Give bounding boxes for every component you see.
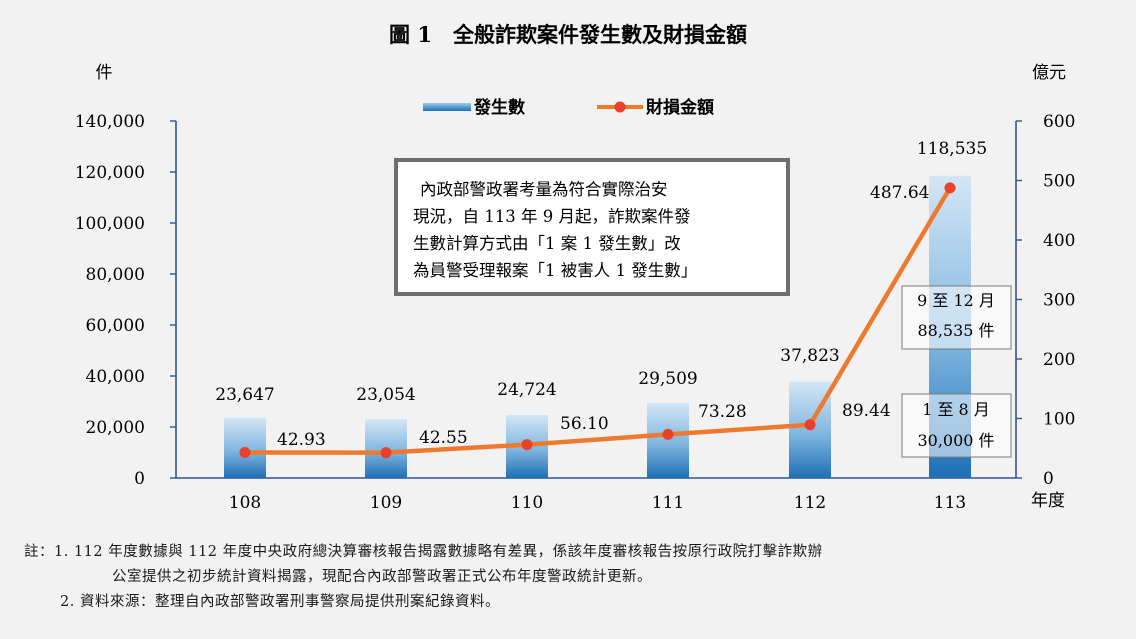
bar-data-label: 23,647 xyxy=(215,385,274,405)
bar-data-label: 24,724 xyxy=(497,380,556,400)
x-tick-label: 112 xyxy=(794,493,826,513)
footnote-1-continued: 公室提供之初步統計資料揭露，現配合內政部警政署正式公布年度警政統計更新。 xyxy=(112,569,652,585)
x-tick-label: 111 xyxy=(652,493,684,513)
bar-data-label: 118,535 xyxy=(917,139,987,159)
bar xyxy=(647,402,689,478)
line-marker xyxy=(239,446,251,458)
line-data-label: 73.28 xyxy=(698,402,747,422)
annotation-frame xyxy=(394,158,790,296)
annotation-line: 內政部警政署考量為符合實際治安 xyxy=(420,180,668,199)
right-tick-label: 600 xyxy=(1043,112,1075,132)
line-marker xyxy=(804,419,816,431)
right-tick-label: 300 xyxy=(1043,291,1075,311)
bar-data-label: 37,823 xyxy=(780,346,839,366)
line-data-label: 42.55 xyxy=(419,428,468,448)
line-data-label: 42.93 xyxy=(277,430,326,450)
line-path xyxy=(244,186,952,455)
line-data-label: 56.10 xyxy=(560,414,609,434)
bar-data-label: 29,509 xyxy=(638,369,697,389)
legend-bar-swatch xyxy=(423,103,471,111)
chart-svg: 圖 1 全般詐欺案件發生數及財損金額 件 億元 發生數 財損金額 0 20,000… xyxy=(75,22,1076,513)
chart-title: 圖 1 全般詐欺案件發生數及財損金額 xyxy=(389,22,747,47)
axes: 0 20,000 40,000 60,000 80,000 100,000 120,000 1… xyxy=(75,112,1076,513)
right-tick-label: 0 xyxy=(1043,469,1054,489)
right-tick-label: 100 xyxy=(1043,410,1075,430)
annotation-box: 內政部警政署考量為符合實際治安 現況，自 113 年 9 月起，詐欺案件發 生數… xyxy=(394,158,790,296)
line-marker xyxy=(380,447,392,459)
line-data-label: 487.64 xyxy=(870,183,929,203)
x-tick-label: 109 xyxy=(370,493,402,513)
right-axis-unit: 億元 xyxy=(1032,63,1066,83)
x-tick-label: 110 xyxy=(511,493,543,513)
line-marker xyxy=(521,439,533,451)
split-box-lower xyxy=(901,393,1012,458)
footnote-2: 2. 資料來源：整理自內政部警政署刑事警察局提供刑案紀錄資料。 xyxy=(60,594,500,610)
right-tick-label: 400 xyxy=(1043,231,1075,251)
split-annotation-lower: 1 至 8 月 30,000 件 xyxy=(901,393,1012,458)
annotation-line: 生數計算方式由「1 案 1 發生數」改 xyxy=(413,234,681,253)
split-upper-count: 88,535 件 xyxy=(917,321,994,340)
left-tick-label: 60,000 xyxy=(86,316,145,336)
left-tick-label: 0 xyxy=(134,469,145,489)
left-tick-label: 120,000 xyxy=(75,163,145,183)
legend-line-marker xyxy=(614,101,626,113)
right-tick-label: 500 xyxy=(1043,172,1075,192)
line-data-label: 89.44 xyxy=(842,401,891,421)
legend: 發生數 財損金額 xyxy=(423,97,714,118)
left-tick-label: 20,000 xyxy=(86,418,145,438)
line-series: 42.93 42.55 56.10 73.28 89.44 487.64 xyxy=(239,182,956,459)
split-upper-period: 9 至 12 月 xyxy=(917,291,995,310)
annotation-line: 為員警受理報案「1 被害人 1 發生數」 xyxy=(413,261,697,280)
bar-data-label: 23,054 xyxy=(356,385,415,405)
split-lower-period: 1 至 8 月 xyxy=(922,400,990,419)
line-marker xyxy=(662,428,674,440)
left-tick-label: 80,000 xyxy=(86,265,145,285)
legend-bar-label: 發生數 xyxy=(473,97,525,118)
left-tick-label: 140,000 xyxy=(75,112,145,132)
legend-line-label: 財損金額 xyxy=(645,97,714,118)
split-lower-count: 30,000 件 xyxy=(917,431,994,450)
line-marker xyxy=(944,182,956,194)
split-annotation-upper: 9 至 12 月 88,535 件 xyxy=(901,285,1012,350)
footnote-1: 註：1. 112 年度數據與 112 年度中央政府總決算審核報告揭露數據略有差異… xyxy=(24,544,823,560)
footnotes: 註：1. 112 年度數據與 112 年度中央政府總決算審核報告揭露數據略有差異… xyxy=(24,540,1124,615)
right-tick-label: 200 xyxy=(1043,350,1075,370)
x-axis-unit: 年度 xyxy=(1031,491,1065,511)
left-tick-label: 100,000 xyxy=(75,214,145,234)
left-axis-unit: 件 xyxy=(96,63,113,83)
x-tick-label: 108 xyxy=(229,493,261,513)
split-box-upper xyxy=(901,285,1012,350)
left-tick-label: 40,000 xyxy=(86,367,145,387)
annotation-line: 現況，自 113 年 9 月起，詐欺案件發 xyxy=(413,207,690,226)
x-tick-label: 113 xyxy=(934,493,966,513)
